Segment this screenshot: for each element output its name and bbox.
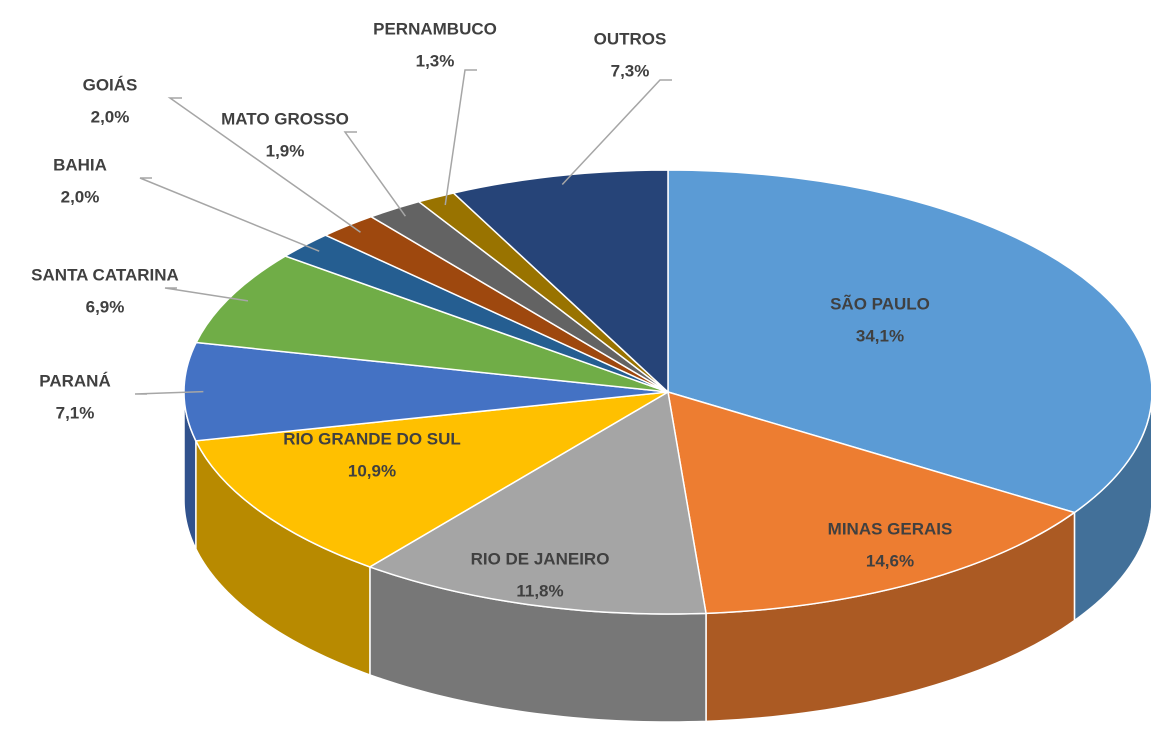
leader-line (134, 390, 204, 395)
slice (194, 391, 669, 568)
value-label: 2,0% (61, 187, 100, 206)
slice-label: MINAS GERAIS (828, 519, 953, 538)
slice-label: RIO GRANDE DO SUL (283, 429, 461, 448)
slice (195, 255, 669, 393)
slice-label: GOIÁS (83, 75, 138, 94)
slice (667, 390, 1077, 615)
slice-label: BAHIA (53, 155, 107, 174)
slice-label: SANTA CATARINA (31, 265, 179, 284)
slice (667, 169, 1151, 514)
value-label: 1,9% (266, 141, 305, 160)
value-label: 2,0% (91, 107, 130, 126)
value-label: 11,8% (516, 581, 563, 600)
slice-label: MATO GROSSO (221, 109, 349, 128)
slice-label: PERNAMBUCO (373, 19, 497, 38)
leader-line (343, 131, 407, 217)
slice-label: OUTROS (594, 29, 667, 48)
slice-label: PARANÁ (39, 371, 110, 390)
value-label: 1,3% (416, 51, 455, 70)
value-label: 14,6% (866, 551, 914, 570)
slice (451, 169, 669, 394)
slice (368, 390, 707, 615)
value-label: 10,9% (348, 461, 396, 480)
slice-label: RIO DE JANEIRO (471, 549, 610, 568)
leader-line (444, 69, 477, 206)
leader-line (139, 177, 320, 252)
value-label: 7,3% (611, 61, 650, 80)
value-label: 6,9% (86, 297, 125, 316)
leader-line (164, 287, 249, 302)
value-label: 7,1% (56, 403, 95, 422)
value-label: 34,1% (856, 326, 904, 345)
slice-label: SÃO PAULO (830, 293, 930, 313)
leader-line (561, 79, 672, 185)
leader-line (167, 97, 361, 233)
